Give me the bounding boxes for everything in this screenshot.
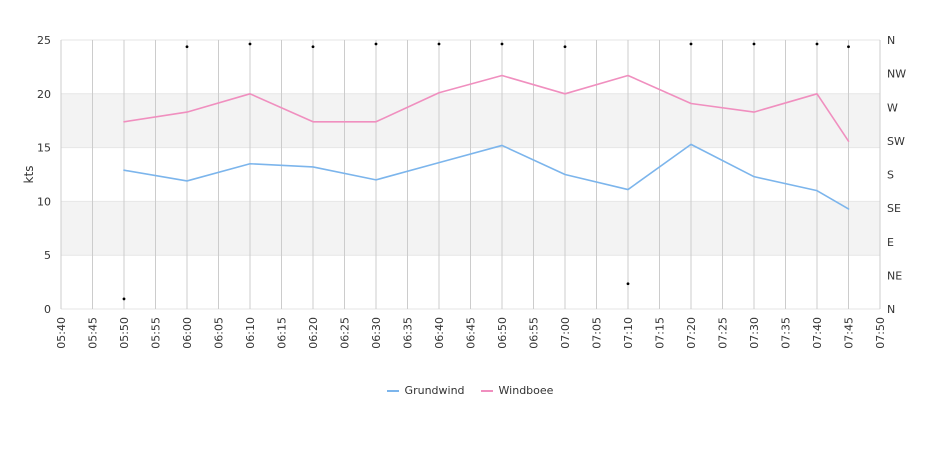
direction-point-6 — [500, 42, 504, 46]
direction-point-1 — [185, 45, 189, 49]
y2-tick-label-4: S — [887, 169, 894, 182]
y2-tick-label-2: E — [887, 236, 894, 249]
direction-point-0 — [122, 297, 126, 301]
legend-label-windboee: Windboee — [498, 384, 554, 397]
legend: Grundwind Windboee — [0, 384, 940, 397]
y-tick-label-4: 20 — [37, 88, 51, 101]
x-tick-label-12: 06:40 — [433, 317, 446, 349]
y-tick-label-0: 0 — [44, 303, 51, 316]
direction-point-10 — [752, 42, 756, 46]
x-tick-label-20: 07:20 — [685, 317, 698, 349]
x-tick-label-23: 07:35 — [780, 317, 793, 349]
x-tick-label-11: 06:35 — [402, 317, 415, 349]
x-tick-label-3: 05:55 — [150, 317, 163, 349]
y2-tick-label-0: N — [887, 303, 895, 316]
y2-tick-label-6: W — [887, 101, 898, 114]
legend-label-grundwind: Grundwind — [404, 384, 465, 397]
chart-canvas: 05:40 05:45 05:50 05:55 06:00 06:05 06:10 06:15… — [22, 34, 906, 349]
legend-swatch-windboee — [480, 389, 493, 392]
x-tick-label-22: 07:30 — [748, 317, 761, 349]
x-tick-label-13: 06:45 — [465, 317, 478, 349]
x-tick-label-24: 07:40 — [811, 317, 824, 349]
direction-point-12 — [847, 45, 850, 49]
y2-tick-label-3: SE — [887, 202, 901, 215]
direction-point-7 — [563, 45, 567, 49]
x-tick-label-21: 07:25 — [717, 317, 730, 349]
y-axis-title: kts — [22, 166, 36, 184]
x-tick-label-19: 07:15 — [654, 317, 667, 349]
series-line-windboee — [123, 74, 850, 142]
x-tick-label-26: 07:50 — [874, 317, 887, 349]
direction-point-4 — [374, 42, 378, 46]
x-tick-label-9: 06:25 — [339, 317, 352, 349]
y-tick-label-2: 10 — [37, 195, 51, 208]
direction-point-9 — [689, 42, 693, 46]
y2-tick-label-7: NW — [887, 68, 906, 81]
direction-point-3 — [311, 45, 315, 49]
x-tick-label-0: 05:40 — [55, 317, 68, 349]
y-tick-label-3: 15 — [37, 142, 51, 155]
x-tick-label-25: 07:45 — [843, 317, 856, 349]
y2-tick-label-5: SW — [887, 135, 905, 148]
legend-item-windboee[interactable]: Windboee — [480, 384, 554, 397]
legend-item-grundwind[interactable]: Grundwind — [386, 384, 465, 397]
direction-point-8 — [626, 282, 630, 286]
x-tick-label-15: 06:55 — [528, 317, 541, 349]
y-tick-label-1: 5 — [44, 249, 51, 262]
y-tick-label-5: 25 — [37, 34, 51, 47]
x-tick-label-1: 05:45 — [87, 317, 100, 349]
series-line-grundwind — [123, 143, 850, 210]
x-tick-label-17: 07:05 — [591, 317, 604, 349]
x-tick-label-6: 06:10 — [244, 317, 257, 349]
y2-tick-label-1: NE — [887, 269, 902, 282]
legend-swatch-grundwind — [386, 389, 399, 392]
x-tick-label-14: 06:50 — [496, 317, 509, 349]
x-tick-label-8: 06:20 — [307, 317, 320, 349]
x-tick-label-16: 07:00 — [559, 317, 572, 349]
direction-point-2 — [248, 42, 252, 46]
x-tick-label-5: 06:05 — [213, 317, 226, 349]
x-tick-label-10: 06:30 — [370, 317, 383, 349]
x-tick-label-18: 07:10 — [622, 317, 635, 349]
x-tick-label-7: 06:15 — [276, 317, 289, 349]
direction-point-11 — [815, 42, 819, 46]
direction-point-5 — [437, 42, 441, 46]
x-tick-label-4: 06:00 — [181, 317, 194, 349]
y2-tick-label-8: N — [887, 34, 895, 47]
x-tick-label-2: 05:50 — [118, 317, 131, 349]
